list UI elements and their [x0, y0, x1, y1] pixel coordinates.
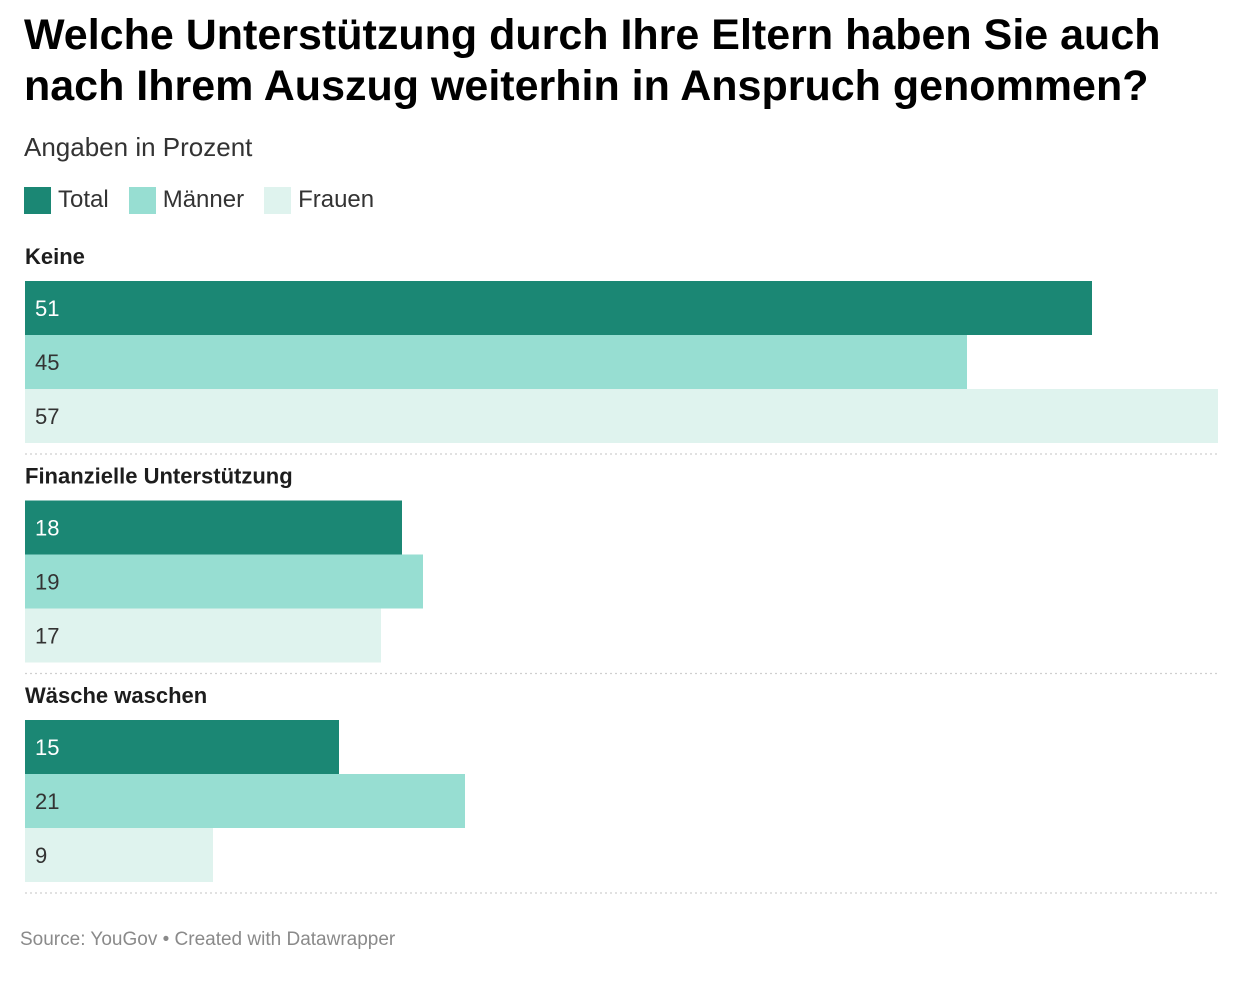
legend-label-total: Total	[58, 186, 109, 213]
bar-total	[25, 720, 339, 774]
bar-value-label: 15	[35, 735, 59, 760]
legend-label-maenner: Männer	[162, 186, 245, 213]
legend-swatch-total	[24, 186, 51, 214]
legend-item-maenner: Männer	[128, 186, 245, 214]
bar-value-label: 17	[35, 624, 59, 649]
category-label: Keine	[25, 244, 85, 269]
bar-value-label: 21	[35, 789, 59, 814]
bar-frauen	[25, 828, 213, 882]
bar-value-label: 45	[35, 350, 59, 375]
bar-chart: Keine 51 45 57 Finanzielle Unterstützung 18 19…	[25, 244, 1218, 894]
bar-total	[25, 500, 402, 555]
legend-label-frauen: Frauen	[298, 186, 375, 213]
legend-item-total: Total	[24, 186, 109, 214]
legend: Total Männer Frauen	[24, 186, 394, 214]
legend-item-frauen: Frauen	[264, 186, 374, 214]
chart-title: Welche Unterstützung durch Ihre Eltern h…	[24, 11, 1161, 110]
legend-swatch-maenner	[128, 186, 156, 214]
bar-value-label: 18	[35, 516, 59, 541]
source-footer: Source: YouGov • Created with Datawrappe…	[20, 929, 396, 950]
bar-frauen	[25, 389, 1218, 443]
bar-value-label: 9	[35, 843, 47, 868]
bar-total	[25, 281, 1092, 335]
bar-value-label: 19	[35, 570, 59, 595]
bar-frauen	[25, 608, 381, 663]
category-label: Wäsche waschen	[25, 683, 207, 708]
legend-swatch-frauen	[264, 186, 292, 214]
bar-value-label: 51	[35, 296, 59, 321]
bar-maenner	[25, 554, 423, 609]
bar-maenner	[25, 774, 465, 828]
bar-value-label: 57	[35, 404, 59, 429]
chart-subtitle: Angaben in Prozent	[24, 132, 253, 162]
bar-maenner	[25, 335, 967, 389]
category-label: Finanzielle Unterstützung	[25, 464, 293, 489]
